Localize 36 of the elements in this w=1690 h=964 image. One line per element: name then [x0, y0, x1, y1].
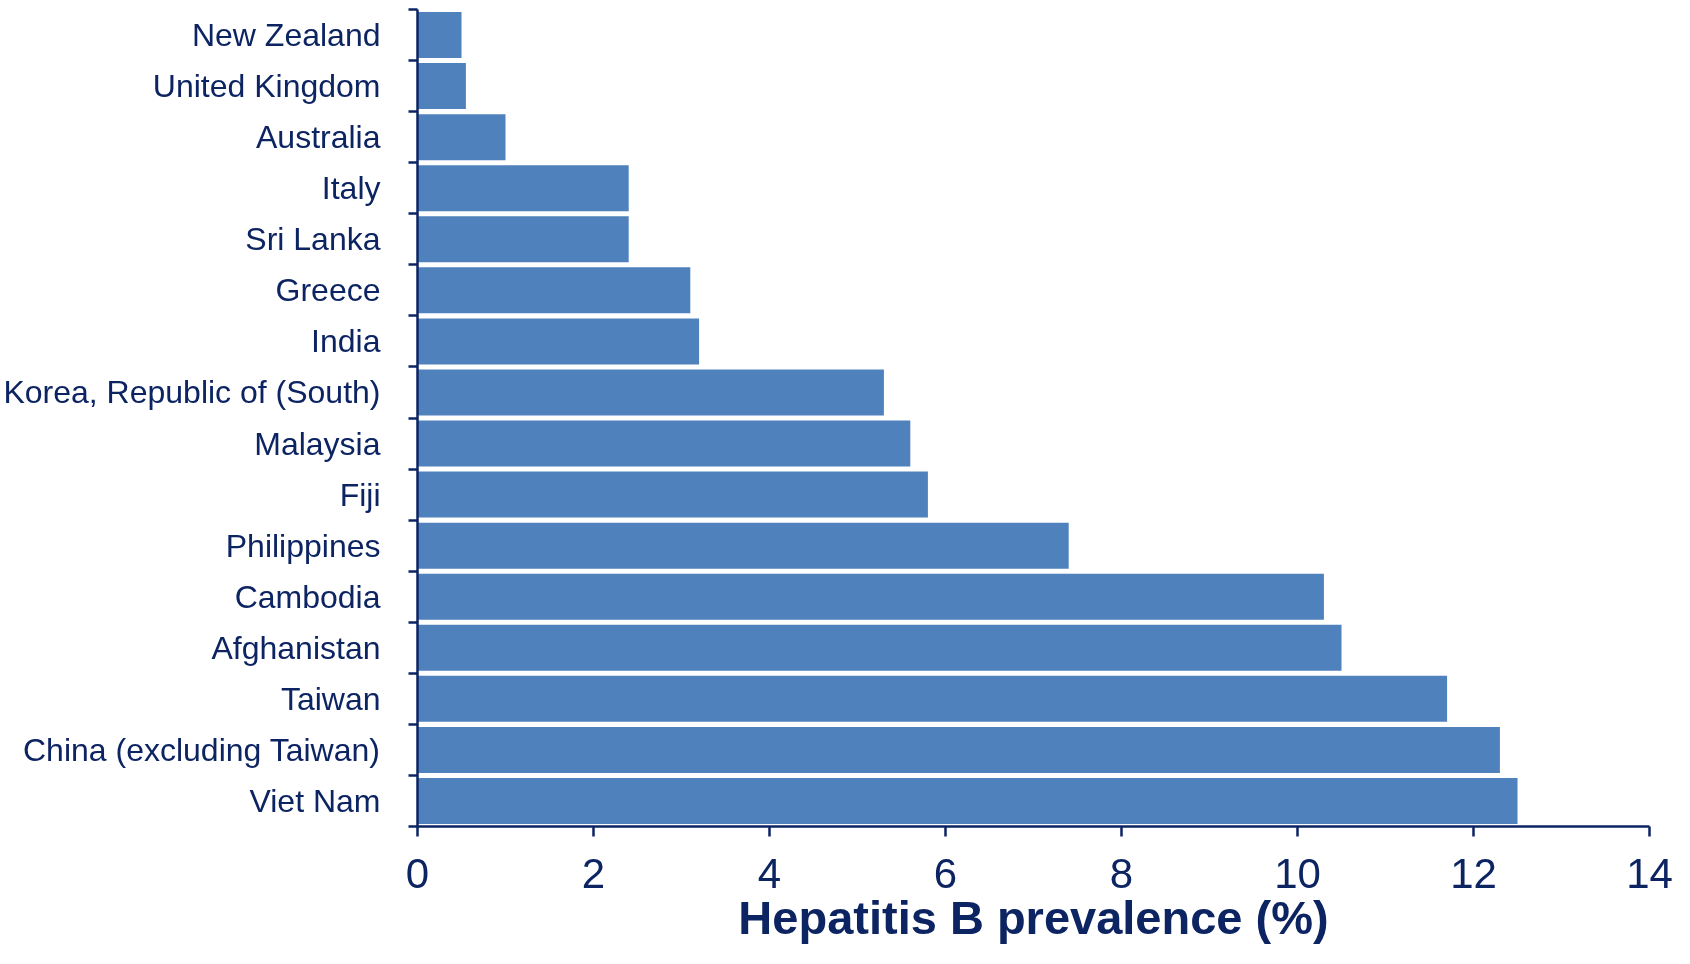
- y-tick-label: United Kingdom: [152, 68, 381, 105]
- x-tick-label: 14: [1626, 849, 1673, 897]
- y-tick-label: Taiwan: [280, 680, 381, 717]
- y-tick-label: Malaysia: [254, 425, 381, 462]
- bar: [417, 165, 629, 212]
- y-tick-label: Greece: [275, 272, 381, 309]
- bar: [417, 63, 466, 110]
- y-tick-label: Australia: [256, 119, 381, 156]
- y-tick-label: Philippines: [225, 527, 381, 564]
- bar: [417, 318, 700, 365]
- bar: [417, 573, 1324, 620]
- y-tick-label: Italy: [321, 170, 381, 207]
- x-tick-label: 12: [1450, 849, 1497, 897]
- bar: [417, 624, 1342, 671]
- y-tick-label: Sri Lanka: [245, 221, 381, 258]
- y-tick-label: New Zealand: [191, 17, 381, 54]
- y-tick-label: Viet Nam: [249, 782, 381, 819]
- bar: [417, 777, 1518, 824]
- bar: [417, 420, 911, 467]
- y-tick-label: Fiji: [339, 476, 381, 513]
- y-tick-label: Korea, Republic of (South): [3, 374, 381, 411]
- y-tick-label: Afghanistan: [211, 629, 381, 666]
- y-tick-label: India: [311, 323, 381, 360]
- y-tick-label: Cambodia: [234, 578, 381, 615]
- bar: [417, 726, 1500, 773]
- x-tick-label: 0: [405, 849, 430, 897]
- bar: [417, 522, 1069, 569]
- bar: [417, 675, 1448, 722]
- bar: [417, 12, 462, 59]
- bar: [417, 369, 884, 416]
- x-tick-label: 2: [581, 849, 606, 897]
- bar: [417, 216, 629, 263]
- bar: [417, 471, 928, 518]
- y-tick-label: China (excluding Taiwan): [22, 731, 380, 768]
- bar: [417, 114, 506, 161]
- bar: [417, 267, 691, 314]
